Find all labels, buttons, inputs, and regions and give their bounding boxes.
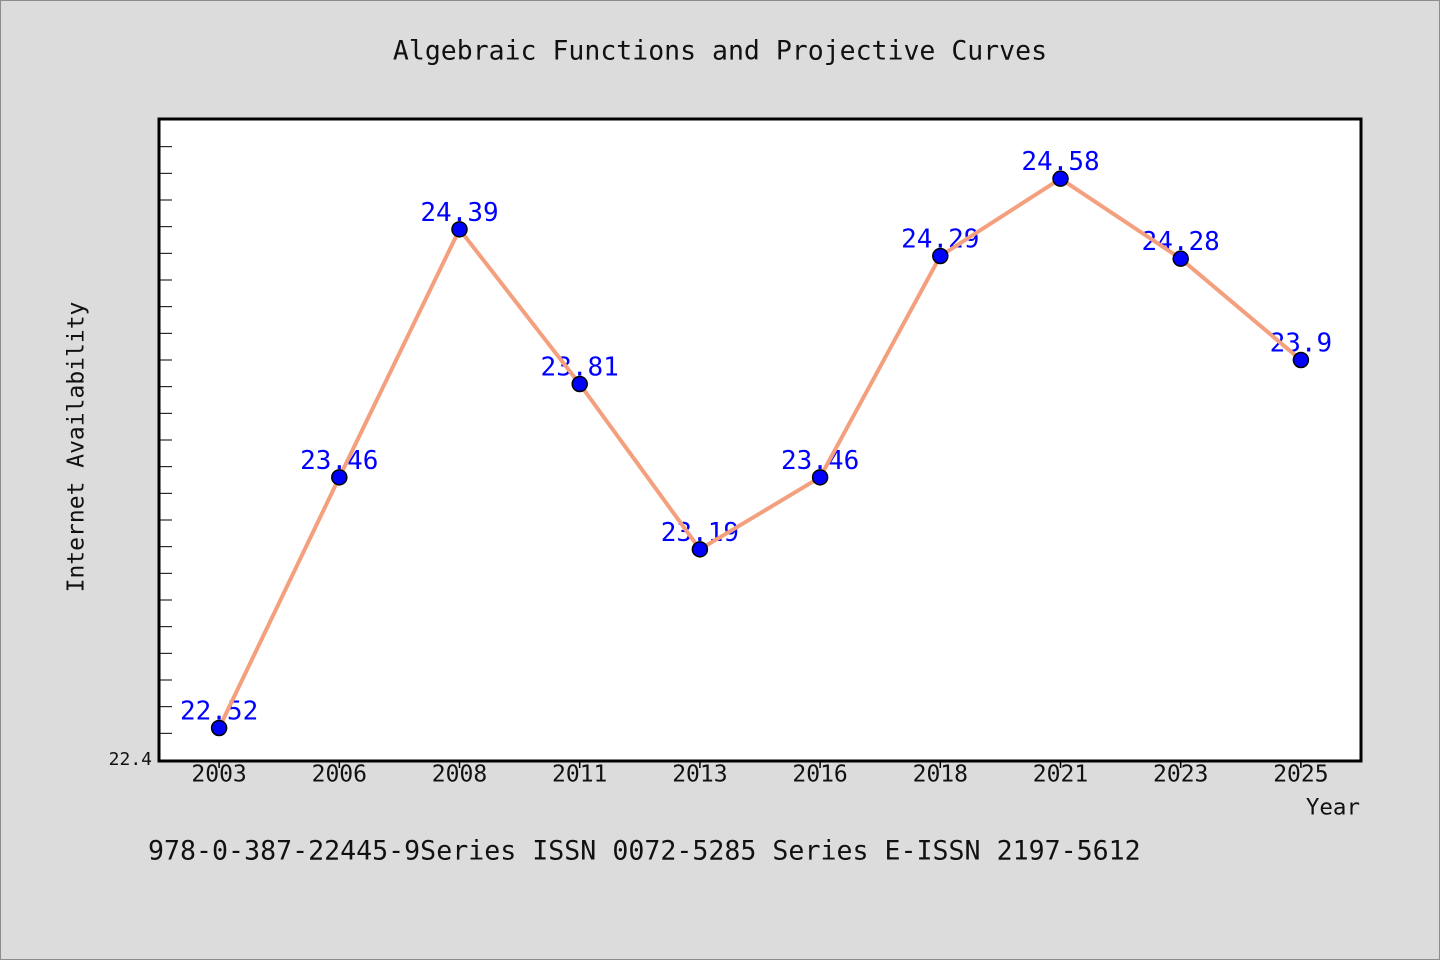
x-tick-label: 2018 (913, 762, 968, 788)
plot-frame (157, 117, 1363, 763)
x-tick-label: 2016 (792, 762, 847, 788)
data-point (571, 375, 588, 393)
y-axis-title: Internet Availability (64, 302, 90, 593)
data-point (932, 247, 949, 265)
data-point (210, 719, 228, 737)
data-point (1052, 170, 1069, 187)
data-point (451, 221, 468, 238)
data-point (331, 469, 348, 486)
x-tick-label: 2006 (312, 762, 367, 788)
x-axis-title: Year (1306, 795, 1360, 821)
x-tick-label: 2021 (1033, 762, 1088, 788)
isbn-issn-footer: 978-0-387-22445-9Series ISSN 0072-5285 S… (148, 836, 1141, 867)
data-point (1172, 250, 1189, 267)
data-markers (210, 170, 1310, 737)
plot-area (159, 119, 1361, 761)
data-point (691, 541, 709, 558)
x-tick-label: 2023 (1153, 762, 1208, 788)
x-tick-label: 2011 (552, 762, 607, 788)
series-line (217, 176, 1303, 730)
data-point (811, 469, 829, 486)
x-tick-label: 2025 (1273, 762, 1328, 788)
chart-title: Algebraic Functions and Projective Curve… (393, 36, 1047, 67)
y-axis-ticks: 22.4 (109, 146, 172, 770)
x-tick-label: 2013 (672, 762, 727, 788)
x-axis-ticks: 2003 2006 2008 2011 2013 2016 2018 2021 2023 2025 (191, 761, 1329, 788)
data-point (1292, 351, 1310, 369)
x-tick-label: 2003 (191, 762, 246, 788)
x-tick-label: 2008 (432, 762, 487, 788)
y-tick-label: 22.4 (109, 749, 152, 770)
